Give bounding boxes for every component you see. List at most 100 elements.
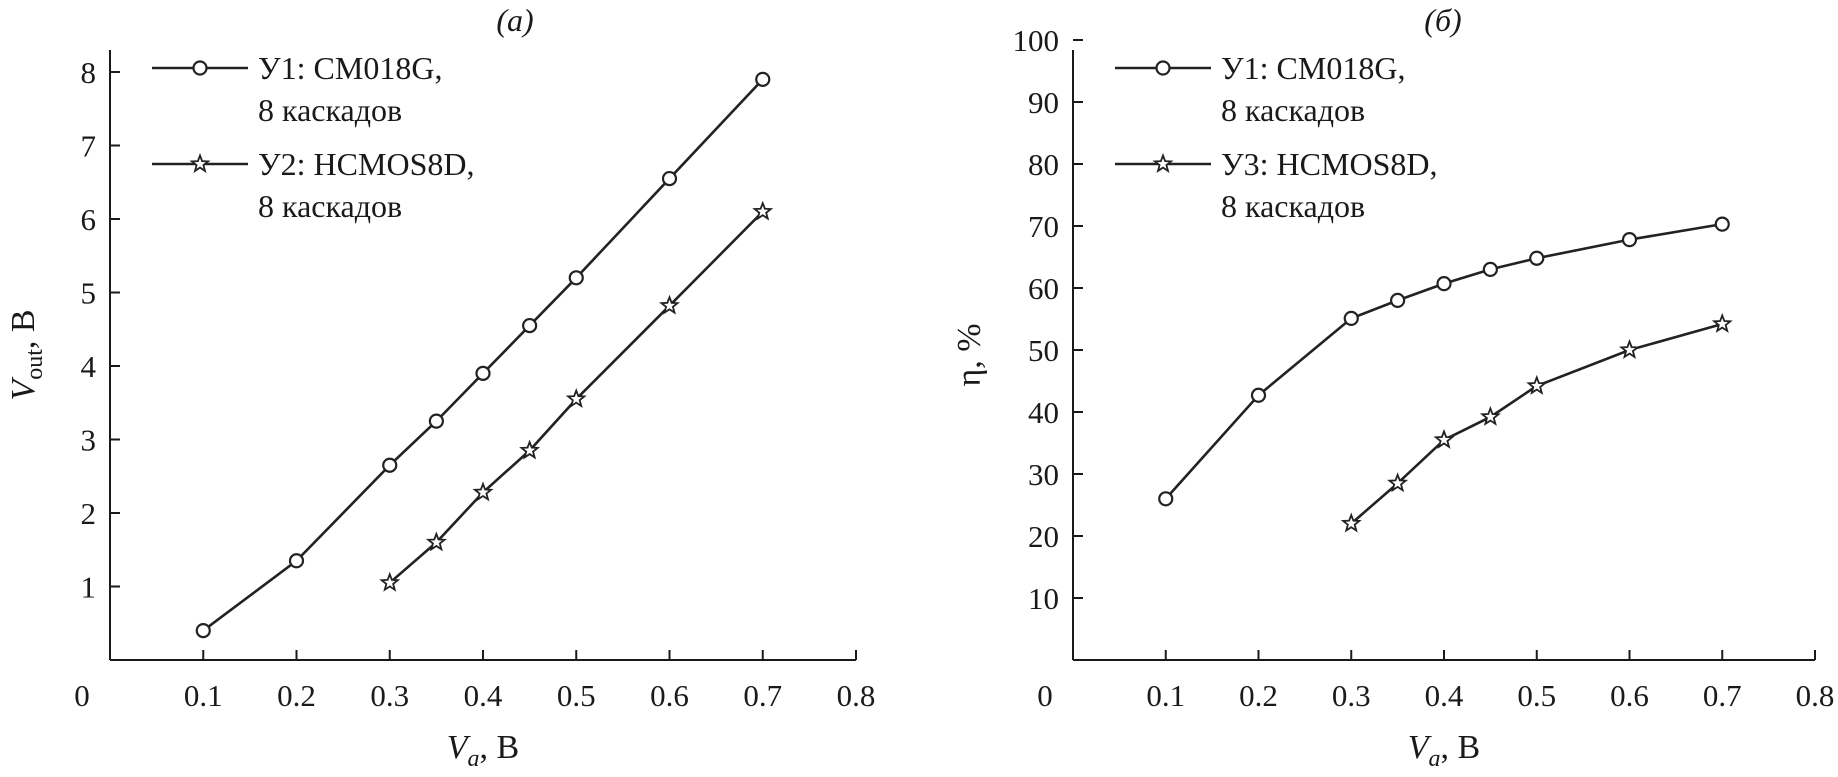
panel-b-series-1-point <box>1436 276 1452 292</box>
panel-b-x-tick-label: 0.8 <box>1796 678 1835 713</box>
panel-a-series-1-point <box>195 622 211 639</box>
panel-a-series-1-point <box>661 170 678 187</box>
panel-b-y-tick-label: 30 <box>1028 457 1059 492</box>
panel-b-x-tick-label: 0.7 <box>1703 678 1742 713</box>
panel-a-y-tick-label: 7 <box>81 129 97 164</box>
panel-b-y-tick-label: 20 <box>1028 519 1059 554</box>
legend-label-line2: 8 каскадов <box>258 188 402 224</box>
legend-label: У1: CM018G, <box>1221 50 1405 86</box>
panel-b-x-tick-label: 0.2 <box>1239 678 1278 713</box>
panel-a-legend-entry-2: У2: HCMOS8D, 8 каскадов <box>152 146 474 224</box>
panel-b-series-2-line <box>1350 322 1723 525</box>
panel-a-series-2-point <box>472 481 494 502</box>
legend-marker <box>1155 60 1171 76</box>
panel-b-ticks: 0 0.1 0.2 0.3 0.4 0.5 0.6 0.7 0.8 10 20 30 40 50 60 70 8… <box>1013 23 1835 713</box>
panel-b-series <box>1158 216 1733 533</box>
legend-label-line2: 8 каскадов <box>1221 92 1365 128</box>
panel-a-series-1-point <box>428 413 444 429</box>
panel-b-x-axis-title-sub: a <box>1429 746 1441 772</box>
panel-b-series-2-point <box>1479 405 1501 426</box>
panel-a-x-axis-title-sub: a <box>468 746 480 772</box>
panel-a-series-2-point <box>565 388 587 409</box>
panel-b-series-1-point <box>1250 387 1267 403</box>
panel-a-y-tick-label: 6 <box>81 202 97 237</box>
panel-b-y-tick-label: 90 <box>1028 85 1059 120</box>
panel-a-y-axis-title: Vout, В <box>5 309 48 400</box>
panel-b-series-2-point <box>1340 512 1362 533</box>
panel-b-x-tick-label: 0.5 <box>1517 678 1556 713</box>
panel-a-series-2-point <box>752 200 774 221</box>
panel-a-legend-entry-1: У1: CM018G, 8 каскадов <box>152 50 442 128</box>
panel-b-x-tick-label: 0.4 <box>1425 678 1464 713</box>
panel-a-x-axis-title: Va, В <box>447 729 519 772</box>
panel-a-x-tick-label: 0.2 <box>277 678 316 713</box>
legend-label: У2: HCMOS8D, <box>258 146 474 182</box>
panel-a-x-tick-label: 0.3 <box>370 678 409 713</box>
panel-b-series-2-point <box>1711 312 1733 333</box>
panel-a-series-2-point <box>425 531 447 552</box>
panel-a-y-tick-label: 4 <box>81 349 97 384</box>
panel-b-legend-entry-1: У1: CM018G, 8 каскадов <box>1115 50 1405 128</box>
panel-a-series-1-point <box>755 71 771 87</box>
panel-a-x-axis-title-unit: , В <box>480 729 520 766</box>
panel-b-series-1-point <box>1482 261 1498 277</box>
panel-b-x-axis-title-unit: , В <box>1441 729 1481 766</box>
panel-b-series-1-point <box>1529 250 1545 266</box>
panel-a-series <box>195 71 774 639</box>
panel-a-series-2-point <box>379 571 401 592</box>
chart-panel-b: (б) 0 0.1 0.2 0.3 0.4 0.5 0.6 0.7 0.8 10 20 30 40 50 6… <box>951 2 1834 772</box>
panel-b-series-2-point <box>1526 374 1548 395</box>
panel-b-series-2-point <box>1387 472 1409 493</box>
panel-b-y-tick-label: 50 <box>1028 333 1059 368</box>
panel-a-legend: У1: CM018G, 8 каскадов У2: HCMOS8D, 8 каска… <box>152 50 474 224</box>
panel-b-y-tick-label: 60 <box>1028 271 1059 306</box>
panel-a-x-tick-label: 0.1 <box>184 678 223 713</box>
legend-label: У3: HCMOS8D, <box>1221 146 1437 182</box>
panel-b-series-1-point <box>1621 232 1638 248</box>
panel-a-y-axis-title-unit: , В <box>5 309 42 349</box>
panel-b-y-tick-label: 10 <box>1028 581 1059 616</box>
legend-label: У1: CM018G, <box>258 50 442 86</box>
panel-b-y-tick-label: 80 <box>1028 147 1059 182</box>
panel-b-series-1 <box>1158 216 1730 507</box>
panel-b-x-tick-label: 0.1 <box>1146 678 1185 713</box>
panel-a-series-1-point <box>522 317 538 334</box>
panel-b-series-2-point <box>1433 428 1455 449</box>
panel-a-y-tick-label: 2 <box>81 496 97 531</box>
panel-a-y-tick-label: 3 <box>81 423 97 458</box>
panel-a-series-2 <box>379 200 774 592</box>
panel-a-label: (a) <box>496 2 533 38</box>
panel-b-series-1-point <box>1390 292 1406 308</box>
panel-a-series-1-point <box>568 270 584 286</box>
legend-marker <box>192 60 208 76</box>
panel-b-label: (б) <box>1424 2 1461 38</box>
panel-b-series-1-point <box>1714 216 1730 232</box>
panel-a-x-tick-label: 0 <box>74 678 90 713</box>
panel-b-y-axis-title: η, % <box>951 323 988 386</box>
panel-a-x-tick-label: 0.6 <box>650 678 689 713</box>
panel-a-ticks: 0 0.1 0.2 0.3 0.4 0.5 0.6 0.7 0.8 1 2 3 4 5 6 7 8 <box>74 55 875 713</box>
panel-a-series-1 <box>195 71 771 639</box>
panel-b-series-1-line <box>1164 222 1723 500</box>
panel-b-y-tick-label: 70 <box>1028 209 1059 244</box>
panel-b-y-tick-label: 40 <box>1028 395 1059 430</box>
panel-b-x-axis-title: Va, В <box>1408 729 1480 772</box>
panel-b-legend-entry-2: У3: HCMOS8D, 8 каскадов <box>1115 146 1437 224</box>
panel-a-x-tick-label: 0.5 <box>557 678 596 713</box>
legend-marker <box>1152 152 1174 173</box>
panel-a-series-2-point <box>519 439 541 460</box>
panel-b-x-tick-label: 0 <box>1037 678 1053 713</box>
panel-b-x-tick-label: 0.6 <box>1610 678 1649 713</box>
panel-a-series-1-point <box>382 457 398 473</box>
panel-b-series-1-point <box>1343 310 1359 326</box>
panel-b-y-tick-label: 100 <box>1013 23 1060 58</box>
panel-a-y-axis-title-sub: out <box>22 349 48 380</box>
panel-a-y-tick-label: 8 <box>81 55 97 90</box>
panel-b-series-2 <box>1340 312 1733 533</box>
panel-b-legend: У1: CM018G, 8 каскадов У3: HCMOS8D, 8 каска… <box>1115 50 1437 224</box>
panel-a-series-2-point <box>659 294 680 315</box>
panel-a-y-tick-label: 5 <box>81 276 97 311</box>
legend-marker <box>189 152 211 173</box>
legend-label-line2: 8 каскадов <box>1221 188 1365 224</box>
